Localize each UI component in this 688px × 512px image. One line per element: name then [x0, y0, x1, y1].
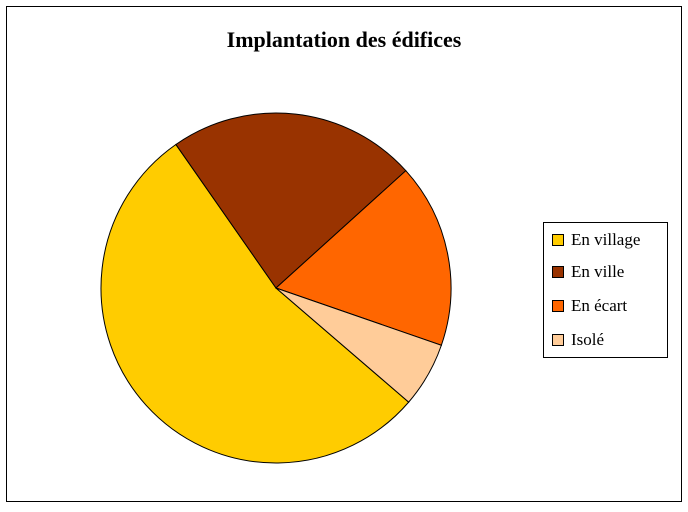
legend-swatch: [552, 300, 564, 312]
legend-label: En village: [571, 230, 640, 249]
pie-slice: [275, 169, 452, 346]
legend-label: Isolé: [571, 330, 604, 349]
legend-box: [543, 222, 668, 358]
legend-label: En ville: [571, 262, 624, 281]
legend-swatch: [552, 334, 564, 346]
pie-slice: [100, 143, 410, 464]
legend-label: En écart: [571, 296, 627, 315]
pie-slice: [275, 287, 443, 403]
legend-swatch: [552, 266, 564, 278]
pie-slice: [175, 112, 407, 289]
chart-title: Implantation des édifices: [227, 27, 462, 52]
legend-swatch: [552, 234, 564, 246]
